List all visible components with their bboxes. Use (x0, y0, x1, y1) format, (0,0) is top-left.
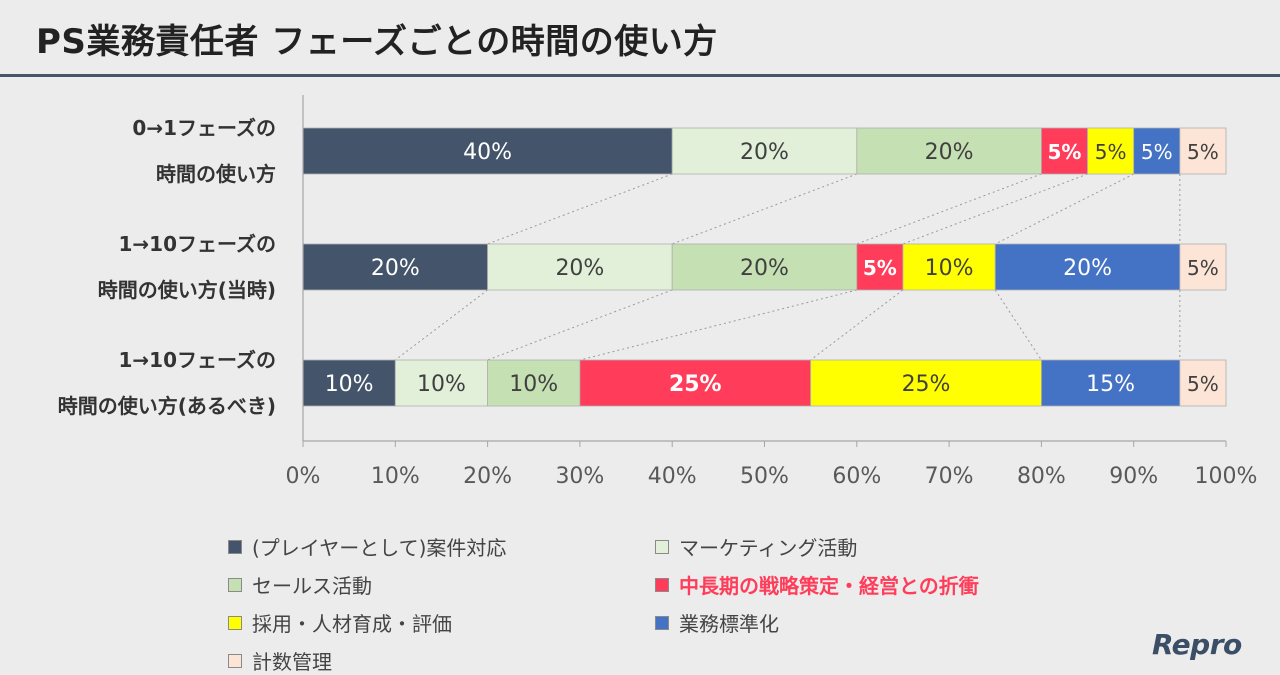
legend-label: (プレイヤーとして)案件対応 (252, 536, 507, 560)
row-label: 時間の使い方(当時) (98, 278, 276, 302)
x-tick-label: 50% (740, 464, 789, 489)
data-label: 10% (925, 256, 974, 281)
data-label: 5% (1187, 140, 1219, 164)
legend-label: 業務標準化 (679, 612, 779, 636)
legend-label: マーケティング活動 (679, 536, 858, 560)
connector-line (487, 173, 673, 245)
data-label: 20% (740, 256, 789, 281)
bar-segment (671, 243, 858, 291)
x-tick-label: 40% (648, 464, 697, 489)
bar-segment (1041, 359, 1181, 407)
legend-label: セールス活動 (252, 574, 372, 598)
bar-segment (1133, 127, 1181, 175)
data-label: 5% (1141, 140, 1173, 164)
legend-swatch (228, 539, 242, 554)
x-tick-label: 30% (555, 464, 604, 489)
data-label: 5% (863, 256, 897, 280)
x-tick-label: 10% (371, 464, 420, 489)
legend-swatch (655, 539, 669, 554)
title-divider (0, 74, 1280, 77)
legend-item: 採用・人材育成・評価 (228, 608, 452, 637)
bar-segment (302, 127, 673, 175)
data-label: 5% (1187, 372, 1219, 396)
legend-swatch (228, 653, 242, 668)
x-tick-label: 0% (286, 464, 321, 489)
data-label: 15% (1086, 372, 1135, 397)
legend-swatch (228, 615, 242, 630)
connector-line (487, 289, 673, 361)
data-label: 25% (669, 372, 722, 397)
bar-segment (1041, 127, 1088, 175)
data-label: 5% (1047, 140, 1081, 164)
data-label: 20% (925, 140, 974, 165)
legend-item: (プレイヤーとして)案件対応 (228, 532, 506, 561)
legend-swatch (228, 577, 242, 592)
x-tick-label: 60% (832, 464, 881, 489)
legend-swatch (655, 615, 669, 630)
data-label: 25% (902, 372, 951, 397)
connector-line (902, 173, 1088, 245)
row-label: 1→10フェーズの (118, 232, 276, 256)
legend-label: 採用・人材育成・評価 (252, 612, 452, 636)
data-label: 10% (417, 372, 466, 397)
legend-item: 業務標準化 (655, 608, 779, 637)
connector-line (995, 173, 1134, 245)
data-label: 40% (463, 140, 512, 165)
bar-segment (810, 359, 1042, 407)
x-tick-label: 90% (1109, 464, 1158, 489)
bar-segment (579, 359, 812, 407)
legend-item: 計数管理 (228, 646, 332, 675)
bar-segment (487, 243, 673, 291)
connector-line (994, 289, 1042, 361)
data-label: 20% (371, 256, 420, 281)
bar-segment (394, 359, 488, 407)
row-label: 1→10フェーズの (118, 348, 276, 372)
bar-segment (1179, 243, 1227, 291)
legend-item: 中長期の戦略策定・経営との折衝 (655, 570, 979, 599)
legend-label: 計数管理 (252, 650, 332, 674)
connector-line (394, 289, 488, 361)
row-label: 時間の使い方 (156, 162, 276, 186)
data-label: 20% (555, 256, 604, 281)
x-tick-label: 70% (925, 464, 974, 489)
bar-segment (1179, 359, 1227, 407)
data-label: 5% (1187, 256, 1219, 280)
legend-swatch (655, 577, 669, 592)
bar-segment (302, 243, 489, 291)
row-label: 時間の使い方(あるべき) (58, 394, 276, 418)
data-label: 5% (1095, 140, 1127, 164)
data-label: 20% (1063, 256, 1112, 281)
data-label: 10% (509, 372, 558, 397)
bar-segment (902, 243, 996, 291)
x-tick-label: 100% (1195, 464, 1258, 489)
x-tick-label: 80% (1017, 464, 1066, 489)
bar-segment (487, 359, 581, 407)
connector-line (672, 173, 857, 245)
legend-label: 中長期の戦略策定・経営との折衝 (679, 574, 979, 598)
connector-line (579, 289, 857, 361)
bar-segment (856, 243, 904, 291)
bar-segment (1087, 127, 1135, 175)
x-tick-label: 20% (463, 464, 512, 489)
legend-item: セールス活動 (228, 570, 372, 599)
bar-segment (856, 127, 1042, 175)
connector-line (856, 173, 1042, 245)
bar-segment (1179, 127, 1227, 175)
data-label: 10% (325, 372, 374, 397)
legend-item: マーケティング活動 (655, 532, 857, 561)
connector-line (810, 289, 904, 361)
bar-segment (302, 359, 396, 407)
data-label: 20% (740, 140, 789, 165)
row-label: 0→1フェーズの (132, 116, 276, 140)
repro-logo: Repro (1152, 628, 1242, 661)
page-title: PS業務責任者 フェーズごとの時間の使い方 (36, 22, 718, 62)
